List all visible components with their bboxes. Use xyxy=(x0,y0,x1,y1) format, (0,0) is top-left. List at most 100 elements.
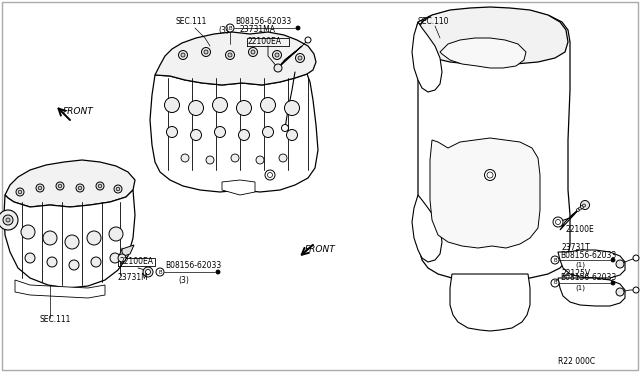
Polygon shape xyxy=(5,160,135,207)
Polygon shape xyxy=(4,190,135,288)
Circle shape xyxy=(214,126,225,138)
Circle shape xyxy=(216,270,220,274)
Circle shape xyxy=(206,156,214,164)
Circle shape xyxy=(265,170,275,180)
Polygon shape xyxy=(412,22,442,92)
Circle shape xyxy=(47,257,57,267)
Circle shape xyxy=(118,254,126,262)
Circle shape xyxy=(58,184,62,188)
Circle shape xyxy=(282,125,289,131)
Circle shape xyxy=(274,64,282,72)
Circle shape xyxy=(616,288,624,296)
Circle shape xyxy=(268,173,273,177)
Circle shape xyxy=(16,188,24,196)
Circle shape xyxy=(239,129,250,141)
Circle shape xyxy=(582,204,586,207)
Circle shape xyxy=(87,231,101,245)
Text: B: B xyxy=(228,26,232,31)
Circle shape xyxy=(556,219,561,224)
Text: SEC.111: SEC.111 xyxy=(175,17,206,26)
Circle shape xyxy=(189,100,204,115)
Text: FRONT: FRONT xyxy=(63,108,93,116)
Polygon shape xyxy=(222,180,255,195)
Circle shape xyxy=(237,100,252,115)
Circle shape xyxy=(181,53,185,57)
Circle shape xyxy=(43,231,57,245)
Text: B08156-62033: B08156-62033 xyxy=(235,17,291,26)
Polygon shape xyxy=(118,245,134,258)
Text: (1): (1) xyxy=(575,262,585,268)
Circle shape xyxy=(248,48,257,57)
Polygon shape xyxy=(15,280,105,298)
Text: 23731M: 23731M xyxy=(118,273,148,282)
Circle shape xyxy=(156,268,164,276)
Circle shape xyxy=(298,56,302,60)
Circle shape xyxy=(69,260,79,270)
Circle shape xyxy=(228,53,232,57)
Text: 22100E: 22100E xyxy=(565,225,594,234)
Circle shape xyxy=(78,186,82,190)
Polygon shape xyxy=(440,38,526,68)
Circle shape xyxy=(38,186,42,190)
Text: B08156-62033: B08156-62033 xyxy=(165,262,221,270)
Text: B08156-62033: B08156-62033 xyxy=(560,273,616,282)
Circle shape xyxy=(202,48,211,57)
Text: (3): (3) xyxy=(218,26,229,35)
Circle shape xyxy=(262,126,273,138)
Circle shape xyxy=(256,156,264,164)
Circle shape xyxy=(56,182,64,190)
Circle shape xyxy=(296,54,305,62)
Circle shape xyxy=(3,215,13,225)
Circle shape xyxy=(279,154,287,162)
Circle shape xyxy=(273,51,282,60)
Polygon shape xyxy=(558,278,625,306)
Circle shape xyxy=(76,184,84,192)
Circle shape xyxy=(275,53,279,57)
Polygon shape xyxy=(558,250,625,278)
Circle shape xyxy=(212,97,227,112)
Polygon shape xyxy=(416,7,568,64)
Circle shape xyxy=(6,218,10,222)
Circle shape xyxy=(116,187,120,191)
Circle shape xyxy=(611,281,615,285)
Text: B08156-62033: B08156-62033 xyxy=(560,250,616,260)
Polygon shape xyxy=(278,46,302,68)
Circle shape xyxy=(305,37,311,43)
Circle shape xyxy=(91,257,101,267)
Circle shape xyxy=(551,279,559,287)
Circle shape xyxy=(580,201,589,209)
Circle shape xyxy=(191,129,202,141)
Text: 23731MA: 23731MA xyxy=(240,26,276,35)
Circle shape xyxy=(143,267,153,277)
Text: 22125V: 22125V xyxy=(562,269,591,278)
Circle shape xyxy=(579,207,582,210)
Circle shape xyxy=(487,172,493,178)
Circle shape xyxy=(285,100,300,115)
Circle shape xyxy=(21,225,35,239)
Circle shape xyxy=(0,210,18,230)
Text: R22 000C: R22 000C xyxy=(558,357,595,366)
Polygon shape xyxy=(150,74,318,192)
Circle shape xyxy=(145,269,150,275)
Text: B: B xyxy=(553,280,557,285)
Circle shape xyxy=(110,253,120,263)
Text: 22100EA: 22100EA xyxy=(119,257,153,266)
Polygon shape xyxy=(416,8,570,278)
Circle shape xyxy=(616,260,624,268)
Text: B: B xyxy=(158,269,162,275)
Circle shape xyxy=(251,50,255,54)
Circle shape xyxy=(181,154,189,162)
Text: SEC.110: SEC.110 xyxy=(418,17,449,26)
Circle shape xyxy=(18,190,22,194)
Circle shape xyxy=(611,258,615,262)
Circle shape xyxy=(551,256,559,264)
Circle shape xyxy=(96,182,104,190)
Text: B: B xyxy=(553,257,557,263)
Text: SEC.111: SEC.111 xyxy=(40,315,72,324)
Circle shape xyxy=(260,97,275,112)
Circle shape xyxy=(164,97,179,112)
Circle shape xyxy=(633,255,639,261)
Circle shape xyxy=(179,51,188,60)
Circle shape xyxy=(36,184,44,192)
Polygon shape xyxy=(560,206,582,230)
